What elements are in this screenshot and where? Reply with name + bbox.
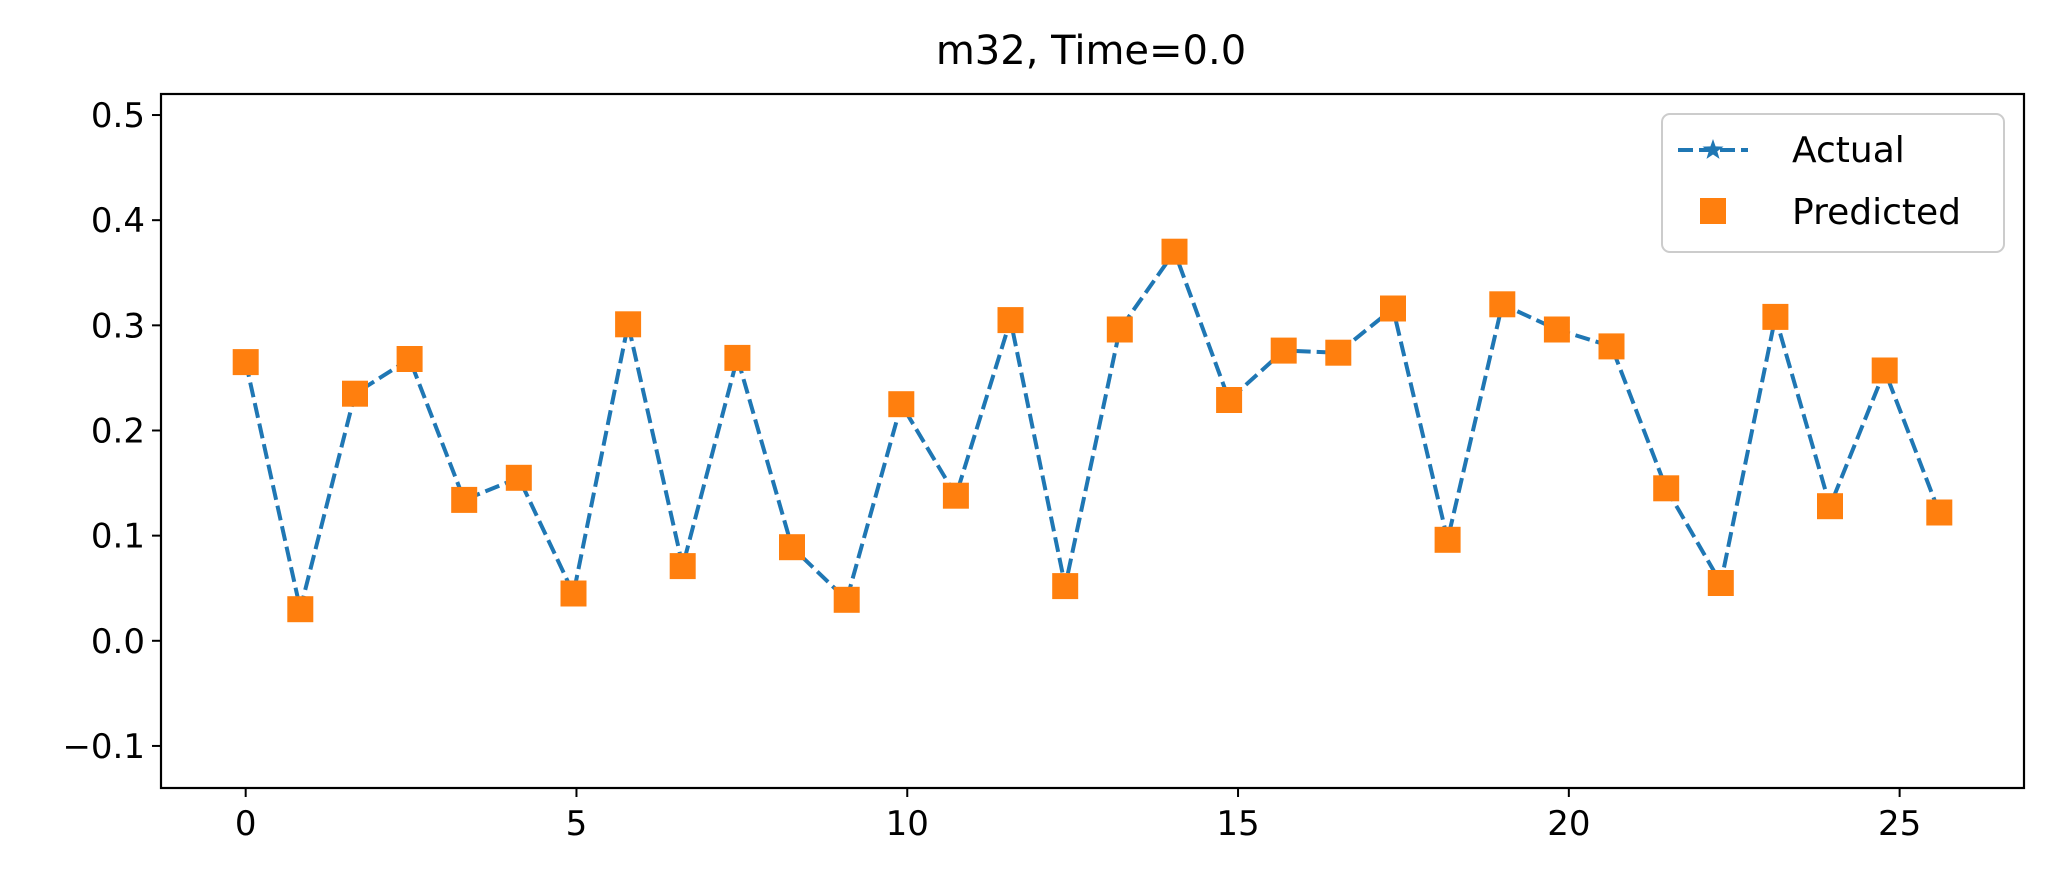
chart-title: m32, Time=0.0 — [936, 28, 1246, 74]
predicted-point — [1598, 333, 1625, 360]
predicted-point — [1489, 291, 1516, 318]
legend-actual-star-marker — [1702, 139, 1724, 159]
predicted-point — [1325, 339, 1352, 366]
predicted-point — [997, 307, 1024, 334]
x-tick-label: 20 — [1547, 804, 1590, 844]
x-tick-label: 25 — [1878, 804, 1921, 844]
predicted-point — [888, 391, 915, 418]
x-tick-label: 5 — [566, 804, 588, 844]
legend-label-actual: Actual — [1792, 130, 1905, 171]
predicted-point — [1380, 295, 1406, 322]
predicted-point — [232, 349, 259, 376]
y-tick-label: 0.1 — [91, 517, 145, 557]
predicted-point — [1052, 573, 1079, 600]
legend: Actual Predicted — [1661, 113, 2005, 253]
predicted-point — [1762, 303, 1789, 330]
legend-predicted-square-marker — [1700, 198, 1726, 224]
predicted-point — [1161, 238, 1188, 265]
predicted-point — [560, 580, 587, 607]
y-tick-label: −0.1 — [62, 727, 145, 767]
predicted-point — [779, 534, 805, 561]
predicted-point — [1653, 475, 1680, 502]
predicted-point — [342, 380, 368, 407]
y-tick-label: 0.2 — [91, 411, 145, 451]
predicted-point — [1817, 493, 1843, 520]
predicted-point — [669, 553, 696, 580]
predicted-point — [451, 486, 478, 513]
predicted-point — [833, 586, 860, 613]
predicted-point — [615, 311, 642, 338]
predicted-point — [942, 482, 969, 509]
predicted-point — [1543, 316, 1570, 343]
y-tick-label: 0.3 — [91, 306, 145, 346]
x-tick-label: 10 — [886, 804, 929, 844]
predicted-point — [724, 344, 751, 371]
predicted-point — [505, 464, 532, 491]
series-layer — [232, 238, 1953, 623]
y-tick-label: 0.5 — [91, 96, 145, 136]
x-tick-label: 15 — [1216, 804, 1259, 844]
predicted-point — [1270, 337, 1297, 364]
axis-ticks: 0 5 10 15 20 25 −0.1 0.0 0.1 0.2 0.3 0.4 0.5 — [62, 96, 1921, 844]
predicted-point — [1871, 357, 1898, 384]
x-tick-label: 0 — [235, 804, 257, 844]
predicted-point — [1216, 387, 1243, 413]
legend-label-predicted: Predicted — [1792, 192, 1961, 233]
predicted-point — [1106, 316, 1133, 343]
predicted-point — [1434, 526, 1461, 553]
y-tick-label: 0.0 — [91, 622, 145, 662]
predicted-point — [287, 596, 314, 623]
y-tick-label: 0.4 — [91, 201, 145, 241]
plot-area-frame — [159, 92, 2026, 790]
series-actual-line — [243, 247, 1942, 610]
predicted-point — [1707, 570, 1734, 596]
predicted-point — [1926, 499, 1953, 526]
predicted-point — [396, 346, 423, 372]
